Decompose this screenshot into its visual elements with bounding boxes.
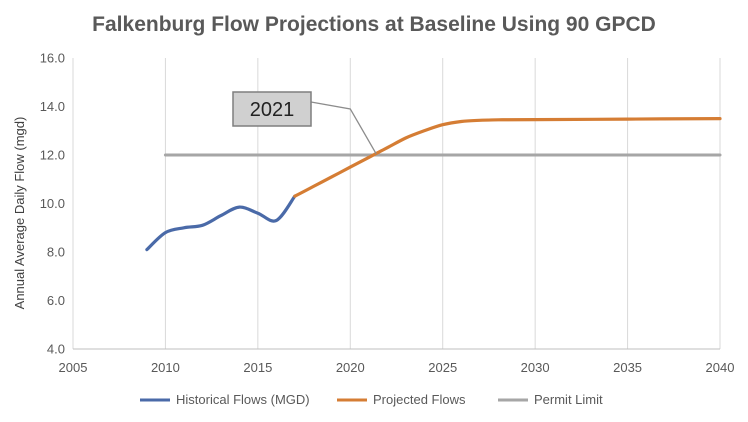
series-lines	[145, 117, 722, 252]
x-tick-label: 2010	[151, 360, 180, 375]
projected-flows-line	[293, 117, 722, 198]
y-tick-label: 16.0	[40, 51, 65, 66]
x-tick-label: 2020	[336, 360, 365, 375]
x-tick-label: 2040	[706, 360, 735, 375]
legend-permit-limit-label: Permit Limit	[534, 392, 603, 407]
y-tick-label: 4.0	[47, 342, 65, 357]
y-tick-label: 8.0	[47, 245, 65, 260]
x-tick-label: 2015	[243, 360, 272, 375]
axes: 2005 2010 2015 2020 2025 2030 2035 2040 4.0 6.0 8.…	[40, 51, 735, 376]
legend-historical-label: Historical Flows (MGD)	[176, 392, 310, 407]
y-tick-label: 6.0	[47, 293, 65, 308]
x-tick-label: 2035	[613, 360, 642, 375]
legend: Historical Flows (MGD) Projected Flows Per…	[140, 392, 603, 407]
gridlines	[72, 58, 721, 349]
y-tick-label: 10.0	[40, 196, 65, 211]
callout-annotation: 2021	[232, 91, 377, 155]
chart-title: Falkenburg Flow Projections at Baseline …	[92, 13, 656, 36]
callout-label: 2021	[250, 99, 295, 121]
historical-flows-line	[145, 194, 297, 252]
legend-projected-label: Projected Flows	[373, 392, 466, 407]
x-tick-label: 2030	[521, 360, 550, 375]
callout-box	[232, 91, 312, 127]
x-tick-label: 2005	[59, 360, 88, 375]
callout-leader-line	[310, 101, 377, 155]
y-axis-label: Annual Average Daily Flow (mgd)	[12, 117, 27, 310]
x-tick-label: 2025	[428, 360, 457, 375]
y-tick-label: 14.0	[40, 99, 65, 114]
y-tick-label: 12.0	[40, 148, 65, 163]
